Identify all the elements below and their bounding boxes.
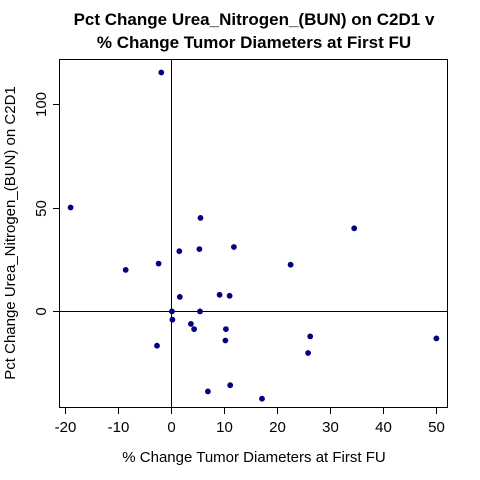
- chart-title-line-1: Pct Change Urea_Nitrogen_(BUN) on C2D1 v: [74, 10, 435, 29]
- data-point: [305, 350, 311, 356]
- x-tick-label: 40: [375, 419, 392, 436]
- x-axis-label: % Change Tumor Diameters at First FU: [122, 449, 385, 466]
- data-point: [433, 335, 440, 342]
- y-tick-label: 50: [33, 200, 50, 217]
- plot-frame: [59, 59, 448, 408]
- data-point: [307, 333, 314, 340]
- data-point: [216, 291, 223, 298]
- data-point: [155, 260, 162, 267]
- data-point: [168, 308, 175, 315]
- x-axis-ticks: -20 -10 0 10 20 30 40 50: [55, 407, 445, 436]
- data-point: [122, 266, 129, 273]
- reference-lines: [60, 60, 447, 407]
- data-points: [67, 69, 440, 402]
- data-point: [227, 382, 234, 389]
- data-point: [187, 320, 194, 327]
- data-point: [169, 316, 176, 323]
- data-point: [351, 225, 358, 232]
- data-point: [222, 337, 229, 344]
- x-tick-label: 10: [216, 419, 233, 436]
- x-tick-label: 20: [269, 419, 286, 436]
- data-point: [204, 388, 211, 395]
- x-tick-label: 50: [428, 419, 445, 436]
- y-tick-label: 100: [33, 92, 50, 117]
- x-tick-label: 30: [322, 419, 339, 436]
- y-axis-ticks: 0 50 100: [33, 92, 60, 316]
- data-point: [259, 395, 265, 402]
- x-tick-label: 0: [167, 419, 175, 436]
- data-point: [196, 246, 203, 252]
- data-point: [230, 244, 237, 250]
- data-point: [191, 326, 197, 332]
- data-point: [176, 293, 183, 300]
- data-point: [197, 308, 203, 315]
- data-point: [226, 292, 233, 299]
- chart-title-line-2: % Change Tumor Diameters at First FU: [97, 33, 411, 52]
- y-tick-label: 0: [33, 307, 50, 315]
- x-tick-label: -20: [55, 419, 77, 436]
- data-point: [287, 261, 294, 268]
- x-tick-label: -10: [108, 419, 130, 436]
- data-point: [67, 204, 74, 211]
- data-point: [197, 214, 204, 221]
- data-point: [154, 342, 160, 349]
- y-axis-label: Pct Change Urea_Nitrogen_(BUN) on C2D1: [2, 86, 19, 379]
- data-point: [222, 326, 229, 332]
- data-point: [158, 69, 165, 76]
- data-point: [176, 248, 183, 255]
